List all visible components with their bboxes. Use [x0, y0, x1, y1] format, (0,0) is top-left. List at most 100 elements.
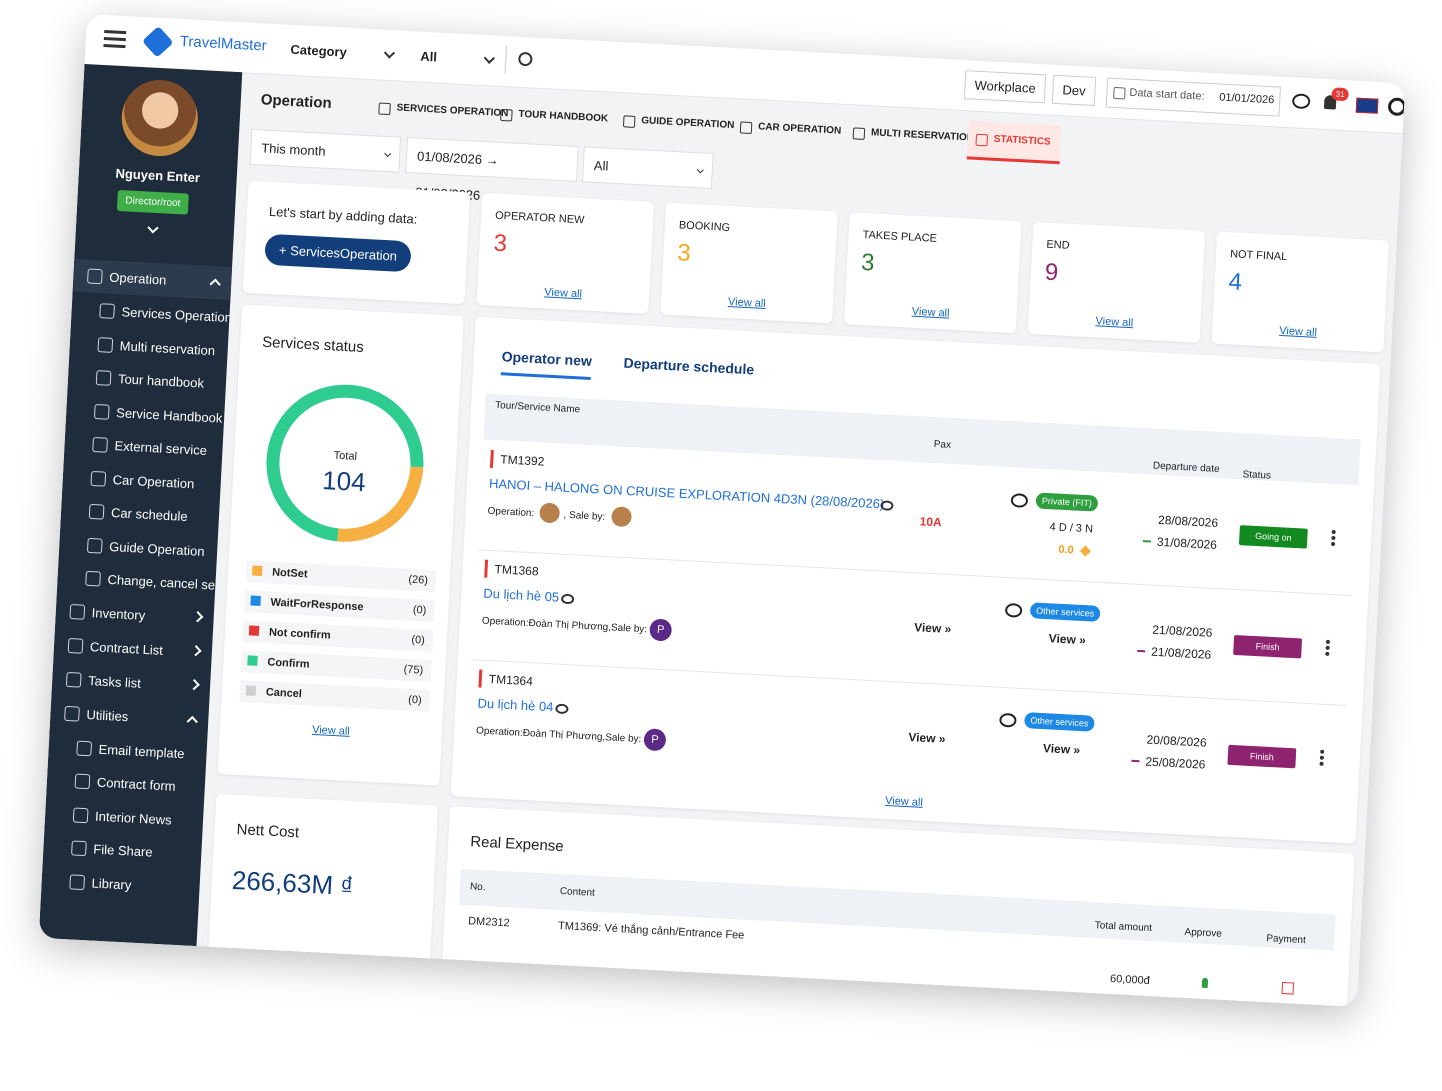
workplace-button[interactable]: Workplace	[963, 70, 1047, 104]
view-all-link[interactable]: View all	[311, 723, 351, 738]
operation-label: Operation:Đoàn Thị Phương,Sale by:	[475, 725, 642, 746]
chat-icon[interactable]	[1291, 93, 1311, 110]
category-value[interactable]: All	[419, 48, 438, 65]
stat-value: 3	[676, 239, 692, 267]
legend-value: (0)	[407, 693, 422, 707]
chevron	[383, 47, 396, 59]
view-all-link[interactable]: View all	[1095, 315, 1134, 330]
expense-content: TM1369: Vé thắng cảnh/Entrance Fee	[557, 919, 745, 942]
legend-value: (0)	[412, 603, 427, 617]
legend-swatch	[245, 685, 257, 696]
tour-code: TM1392	[500, 452, 545, 469]
logo-icon	[141, 26, 174, 58]
view-all-link[interactable]: View all	[1278, 324, 1318, 339]
menu-chevron	[209, 278, 221, 290]
menu-icon	[72, 806, 89, 823]
avatar	[119, 78, 200, 158]
column-header: Payment	[1266, 933, 1307, 947]
duration: 4 D / 3 N	[1049, 521, 1094, 536]
stat-card: OPERATOR NEW 3 View all	[476, 193, 655, 314]
row-marker	[478, 669, 483, 688]
view-all-link[interactable]: View all	[911, 305, 950, 320]
column-header: Tour/Service Name	[494, 399, 581, 416]
menu-item[interactable]: Library	[41, 863, 201, 904]
arrow-icon	[1142, 540, 1152, 543]
view-all-link[interactable]: View all	[543, 286, 583, 301]
pax[interactable]: View »	[913, 620, 952, 637]
menu-label: Library	[91, 875, 132, 893]
menu-label: Operation	[108, 269, 167, 288]
menu-label: Contract form	[96, 774, 176, 794]
tour-name[interactable]: Du lịch hè 04	[477, 695, 554, 715]
row-actions[interactable]	[1319, 749, 1325, 766]
menu-bar	[104, 30, 127, 35]
menu-label: Multi reservation	[119, 337, 216, 358]
eye-icon	[560, 593, 575, 605]
row-actions[interactable]	[1330, 529, 1336, 547]
tour-name[interactable]: Du lịch hè 05	[482, 585, 560, 605]
filter-select[interactable]: 01/08/2026 → 31/08/2026	[405, 137, 579, 203]
payment-checkbox[interactable]	[1281, 981, 1295, 995]
flag-icon[interactable]	[1355, 97, 1379, 114]
view-all-link[interactable]: View all	[727, 296, 767, 310]
column-header: Approve	[1184, 926, 1223, 940]
tab[interactable]: STATISTICS	[966, 120, 1062, 165]
tab-icon	[852, 127, 866, 140]
stat-label: OPERATOR NEW	[494, 209, 585, 227]
menu-icon	[99, 303, 115, 319]
sale-label: , Sale by:	[563, 509, 606, 523]
menu-icon	[71, 840, 87, 857]
start-date: 20/08/2026	[1146, 732, 1207, 750]
row-actions[interactable]	[1325, 639, 1331, 656]
category-label[interactable]: Category	[290, 41, 348, 60]
tab-icon	[975, 133, 989, 147]
end-date: 21/08/2026	[1150, 644, 1212, 662]
legend-row: WaitForResponse (0)	[244, 590, 435, 623]
stat-card: END 9 View all	[1027, 221, 1206, 343]
pax[interactable]: View »	[908, 730, 946, 746]
dot	[1325, 645, 1330, 650]
card-title: Nett Cost	[236, 821, 300, 842]
sale-avatar: P	[649, 618, 673, 642]
service-type-badge: Private (FIT)	[1035, 492, 1099, 512]
sale-avatar	[611, 506, 633, 528]
tab-active[interactable]: Operator new	[500, 348, 593, 380]
menu-label: Utilities	[86, 706, 129, 724]
menu-chevron	[192, 610, 204, 622]
tab[interactable]: GUIDE OPERATION	[614, 102, 745, 145]
menu-icon	[64, 705, 80, 722]
tab[interactable]: MULTI RESERVATION	[844, 114, 985, 157]
approve-icon[interactable]	[1201, 977, 1209, 989]
menu-icon	[95, 370, 112, 386]
tab[interactable]: CAR OPERATION	[731, 108, 852, 150]
service-link[interactable]: View »	[1048, 631, 1087, 648]
service-link[interactable]: View »	[1042, 741, 1081, 758]
expense-no: DM2312	[467, 915, 510, 930]
divider	[504, 46, 508, 75]
legend-row: Not confirm (0)	[242, 620, 434, 653]
legend-name: Confirm	[267, 656, 310, 671]
menu-chevron	[190, 644, 202, 656]
filter-select[interactable]: All	[581, 146, 714, 190]
help-icon[interactable]	[1387, 97, 1406, 117]
dot	[1320, 749, 1325, 754]
user-expand[interactable]	[147, 222, 159, 234]
menu-label: Tour handbook	[117, 371, 205, 391]
menu-label: Inventory	[91, 604, 146, 623]
search-icon[interactable]	[517, 51, 533, 67]
tab[interactable]: Departure schedule	[623, 354, 755, 378]
quick-add-title: Let's start by adding data:	[268, 203, 418, 227]
tab[interactable]: TOUR HANDBOOK	[492, 95, 620, 138]
add-button[interactable]: + ServicesOperation	[264, 233, 412, 273]
stat-label: END	[1046, 238, 1070, 252]
stat-value: 9	[1044, 258, 1059, 287]
column-header: No.	[469, 881, 486, 894]
menu-icon	[87, 268, 103, 285]
column-header: Departure date	[1152, 460, 1220, 475]
legend-value: (0)	[411, 633, 426, 647]
services-status-card: Services status Total 104 NotSet (26) WaitFor…	[217, 304, 464, 786]
filter-select[interactable]: This month	[249, 128, 402, 173]
menu-button[interactable]	[103, 30, 127, 49]
dev-button[interactable]: Dev	[1051, 74, 1097, 106]
legend-name: NotSet	[271, 566, 308, 581]
